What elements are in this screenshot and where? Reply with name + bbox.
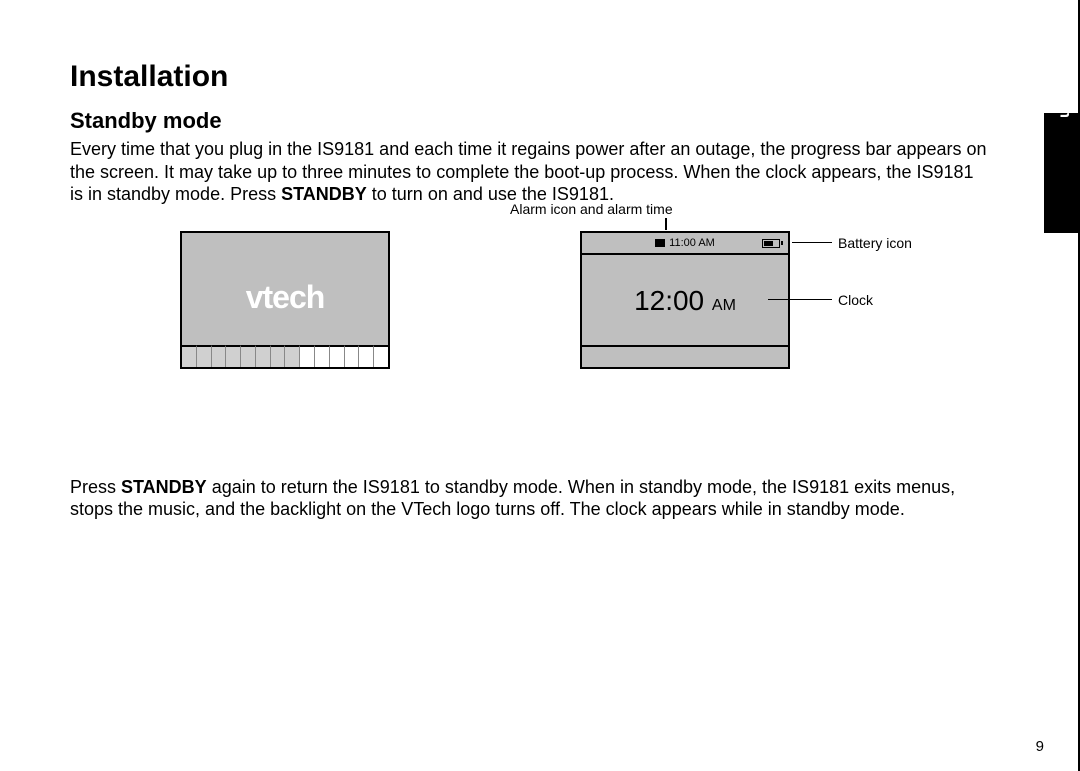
boot-screen: vtech	[180, 231, 390, 369]
page-content: Installation Standby mode Every time tha…	[70, 60, 990, 539]
figures-row: Alarm icon and alarm time vtech 11:00 AM…	[70, 226, 990, 446]
status-bar: 11:00 AM	[582, 233, 788, 255]
progress-cell	[182, 345, 197, 367]
para2-bold: STANDBY	[121, 477, 207, 497]
paragraph-1: Every time that you plug in the IS9181 a…	[70, 138, 990, 206]
standby-screen: 11:00 AM 12:00 AM	[580, 231, 790, 369]
progress-cell	[256, 345, 271, 367]
alarm-icon	[655, 239, 665, 247]
callout-clock-line	[768, 299, 832, 301]
progress-cell	[300, 345, 315, 367]
progress-cell	[359, 345, 374, 367]
progress-cell	[271, 345, 286, 367]
clock-display: 12:00 AM	[582, 285, 788, 317]
alarm-time: 11:00 AM	[669, 237, 715, 249]
side-tab-label: Installation	[1055, 34, 1073, 118]
clock-time: 12:00	[634, 285, 704, 316]
callout-clock: Clock	[838, 292, 873, 308]
page-number: 9	[1036, 738, 1044, 755]
side-tab	[1044, 113, 1078, 233]
progress-cell	[315, 345, 330, 367]
progress-cell	[345, 345, 360, 367]
callout-alarm: Alarm icon and alarm time	[510, 201, 673, 217]
bottom-bar	[582, 345, 788, 367]
clock-ampm: AM	[712, 297, 736, 314]
progress-cell	[330, 345, 345, 367]
callout-battery: Battery icon	[838, 235, 912, 251]
progress-cell	[226, 345, 241, 367]
progress-cell	[241, 345, 256, 367]
progress-cell	[374, 345, 388, 367]
progress-bar	[182, 345, 388, 367]
progress-cell	[285, 345, 300, 367]
section-title: Standby mode	[70, 108, 990, 134]
battery-icon	[762, 239, 780, 248]
callout-alarm-line	[665, 218, 667, 230]
paragraph-2: Press STANDBY again to return the IS9181…	[70, 476, 990, 521]
callout-battery-line	[792, 242, 832, 244]
battery-fill	[764, 241, 773, 246]
para2-text-a: Press	[70, 477, 121, 497]
progress-cell	[197, 345, 212, 367]
page-title: Installation	[70, 60, 990, 94]
vtech-logo: vtech	[182, 279, 388, 316]
progress-cell	[212, 345, 227, 367]
para1-bold: STANDBY	[281, 184, 367, 204]
